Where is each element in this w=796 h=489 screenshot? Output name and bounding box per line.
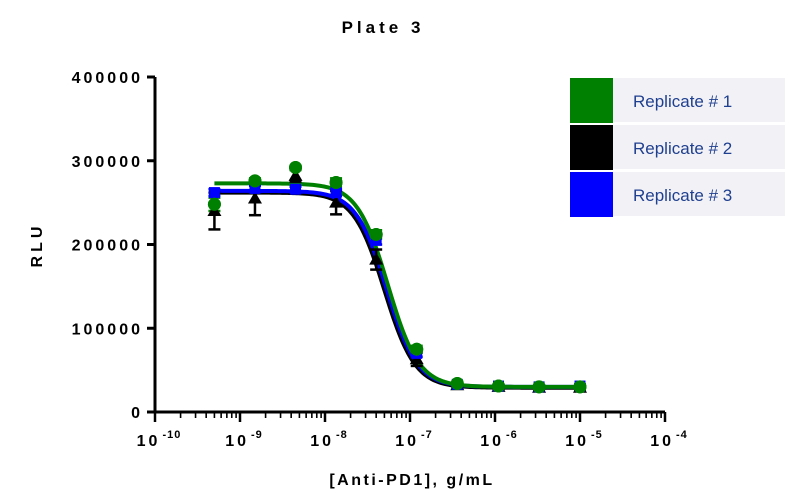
x-axis-label: [Anti-PD1], g/mL bbox=[329, 472, 494, 489]
data-point-2 bbox=[288, 168, 303, 181]
fit-curve-1 bbox=[214, 181, 580, 389]
legend-swatch-2 bbox=[570, 125, 613, 170]
y-tick-label: 0 bbox=[131, 405, 143, 422]
x-ticks: 10 -10 10 -9 10 -8 10 -7 10 -6 10 -5 10 -4 bbox=[137, 412, 688, 450]
data-point-1 bbox=[492, 379, 506, 393]
data-point-1 bbox=[532, 380, 546, 394]
data-point-2 bbox=[369, 252, 384, 265]
data-point-1 bbox=[450, 377, 464, 391]
x-tick-label: 10 -8 bbox=[310, 429, 348, 450]
legend-entry-bg bbox=[613, 172, 785, 216]
data-point-1 bbox=[329, 176, 343, 190]
y-tick-label: 300000 bbox=[72, 154, 143, 171]
fit-curves bbox=[214, 181, 580, 390]
data-point-1 bbox=[573, 380, 587, 394]
data-point-1 bbox=[410, 342, 424, 356]
y-tick-label: 100000 bbox=[72, 321, 143, 338]
y-tick-label: 200000 bbox=[72, 238, 143, 255]
fit-curve-2 bbox=[214, 190, 580, 390]
legend-label-3: Replicate # 3 bbox=[633, 186, 732, 205]
data-point-3 bbox=[208, 187, 220, 199]
chart-title: Plate 3 bbox=[342, 18, 425, 37]
legend-swatch-1 bbox=[570, 78, 613, 123]
x-tick-label: 10 -4 bbox=[650, 429, 688, 450]
x-tick-label: 10 -9 bbox=[225, 429, 263, 450]
data-point-3 bbox=[290, 183, 302, 195]
legend: Replicate # 1 Replicate # 2 Replicate # 3 bbox=[570, 78, 785, 217]
y-axis-label: RLU bbox=[29, 223, 46, 268]
legend-swatch-3 bbox=[570, 172, 613, 217]
legend-label-2: Replicate # 2 bbox=[633, 139, 732, 158]
x-tick-label: 10 -10 bbox=[137, 429, 182, 450]
legend-label-1: Replicate # 1 bbox=[633, 92, 732, 111]
legend-entry-bg bbox=[613, 125, 785, 169]
x-tick-label: 10 -6 bbox=[480, 429, 518, 450]
x-tick-label: 10 -5 bbox=[565, 429, 603, 450]
data-points bbox=[207, 160, 587, 394]
x-tick-label: 10 -7 bbox=[395, 429, 433, 450]
data-point-1 bbox=[207, 197, 221, 211]
data-point-2 bbox=[247, 191, 262, 204]
data-point-3 bbox=[249, 182, 261, 194]
data-point-1 bbox=[248, 174, 262, 188]
data-point-3 bbox=[330, 187, 342, 199]
data-point-1 bbox=[369, 227, 383, 241]
fit-curve-3 bbox=[214, 188, 580, 389]
data-point-2 bbox=[329, 195, 344, 208]
y-tick-label: 400000 bbox=[72, 70, 143, 87]
y-ticks: 0 100000 200000 300000 400000 bbox=[72, 70, 155, 422]
error-bars bbox=[208, 164, 586, 392]
legend-entry-bg bbox=[613, 78, 785, 122]
data-point-1 bbox=[289, 160, 303, 174]
